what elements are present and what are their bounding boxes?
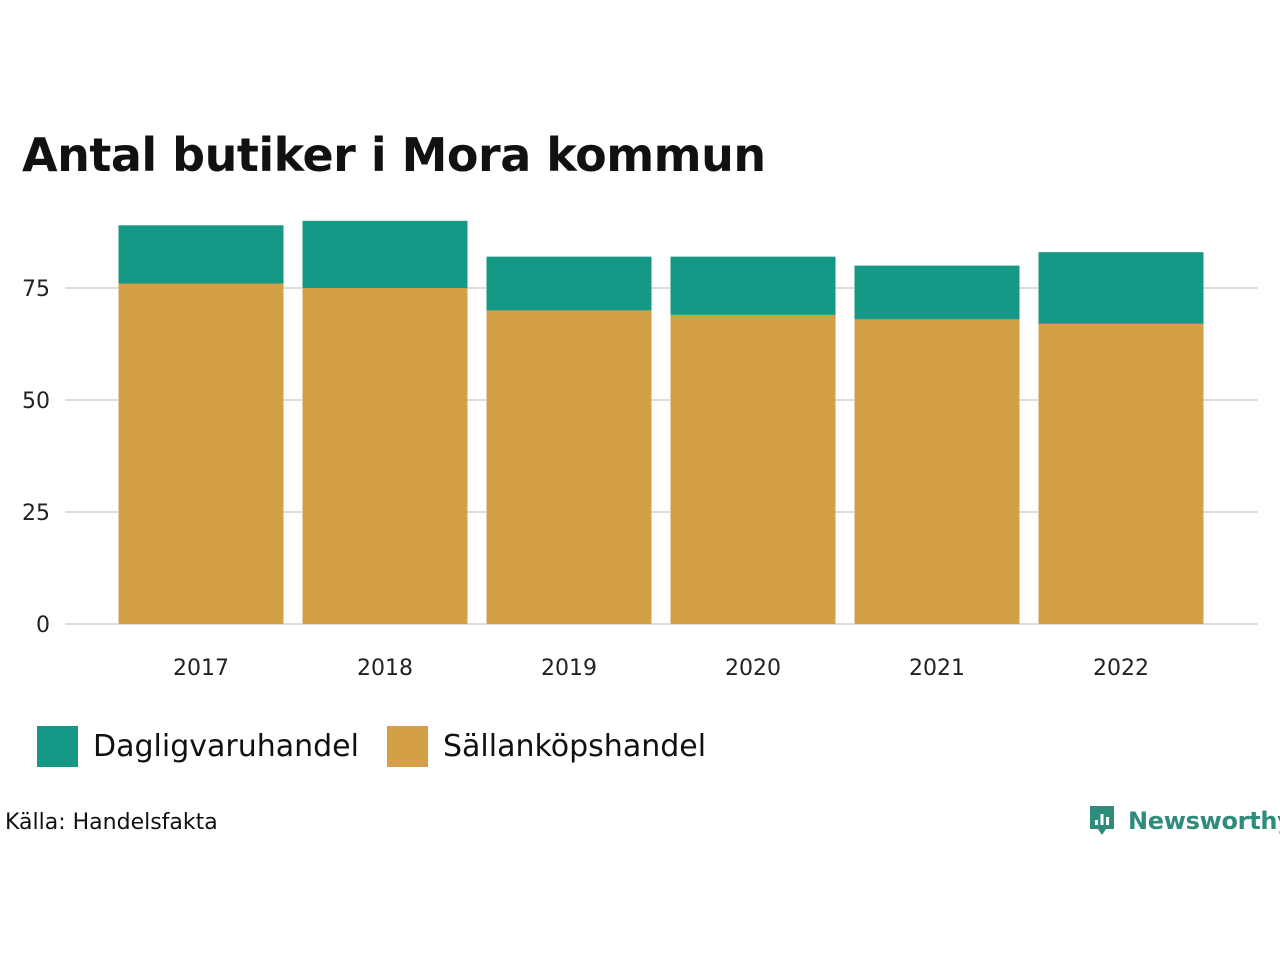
y-tick-label-25: 25 <box>22 501 50 526</box>
x-tick-label-2021: 2021 <box>909 656 965 681</box>
bar-dagligvaruhandel-2020 <box>670 256 836 315</box>
bar-dagligvaruhandel-2017 <box>118 225 284 284</box>
source-note: Källa: Handelsfakta <box>5 810 218 835</box>
brand-name: Newsworthy <box>1128 807 1280 835</box>
legend-item-dagligvaruhandel: Dagligvaruhandel <box>37 726 359 767</box>
bar-sallankopshandel-2020 <box>670 314 836 624</box>
y-tick-label-0: 0 <box>36 613 50 638</box>
bar-chart: 0 25 50 75 2017 2018 2019 2020 2021 2022 <box>22 220 1258 681</box>
brand: Newsworthy <box>1088 803 1280 839</box>
bar-dagligvaruhandel-2022 <box>1038 252 1204 324</box>
legend: Dagligvaruhandel Sällanköpshandel <box>37 726 734 767</box>
bar-sallankopshandel-2019 <box>486 310 652 624</box>
bar-dagligvaruhandel-2021 <box>854 265 1020 320</box>
bar-dagligvaruhandel-2018 <box>302 220 468 288</box>
y-tick-label-50: 50 <box>22 389 50 414</box>
chart-title: Antal butiker i Mora kommun <box>22 128 766 182</box>
legend-label-dagligvaruhandel: Dagligvaruhandel <box>93 729 359 764</box>
x-tick-label-2018: 2018 <box>357 656 413 681</box>
x-tick-label-2022: 2022 <box>1093 656 1149 681</box>
bar-sallankopshandel-2021 <box>854 319 1020 624</box>
legend-swatch-dagligvaruhandel <box>37 726 78 767</box>
x-tick-label-2019: 2019 <box>541 656 597 681</box>
legend-swatch-sallankopshandel <box>386 726 428 767</box>
bar-sallankopshandel-2022 <box>1038 323 1204 624</box>
y-tick-label-75: 75 <box>22 277 50 302</box>
bar-sallankopshandel-2018 <box>302 288 468 624</box>
bar-dagligvaruhandel-2019 <box>486 256 652 311</box>
x-tick-label-2020: 2020 <box>725 656 781 681</box>
legend-item-sallankopshandel: Sällanköpshandel <box>386 726 707 767</box>
legend-label-sallankopshandel: Sällanköpshandel <box>442 729 707 764</box>
x-tick-label-2017: 2017 <box>173 656 229 681</box>
newsworthy-logo-icon <box>1090 806 1114 835</box>
bar-sallankopshandel-2017 <box>118 283 284 624</box>
